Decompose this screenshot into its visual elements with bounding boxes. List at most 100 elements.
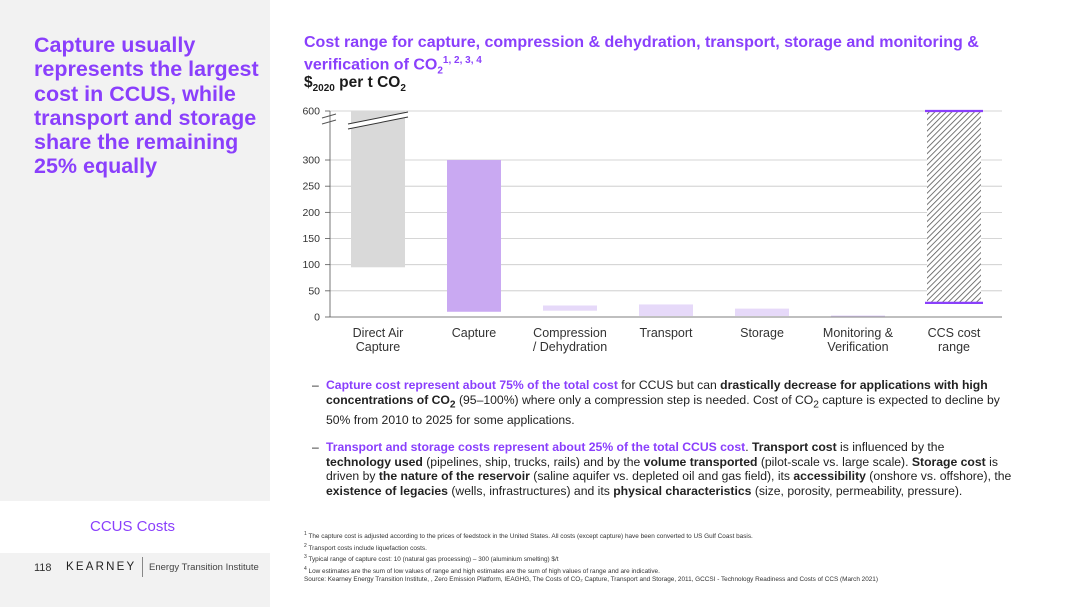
bullet-text-segment: Storage cost — [911, 454, 986, 469]
bullet-text-segment: accessibility — [793, 469, 866, 484]
bar-break-gap — [348, 112, 408, 129]
bullet-text-segment: (pipelines, ship, trucks, rails) and by … — [422, 454, 644, 469]
footnote-3: 3 Typical range of capture cost: 10 (nat… — [304, 553, 1064, 565]
bullet-dash: – — [312, 440, 319, 455]
x-category-label-capture: Capture — [452, 326, 497, 340]
bar-break-line-lower — [347, 116, 409, 130]
bullet-list: – Capture cost represent about 75% of the… — [312, 378, 1012, 512]
x-category-label-direct-air-capture: Direct Air Capture — [353, 326, 404, 354]
footnote-number: 4 — [304, 565, 307, 572]
bullet-item: – Transport and storage costs represent a… — [312, 440, 1012, 498]
bar-capture — [447, 160, 501, 312]
bullet-text-segment: (size, porosity, permeability, pressure)… — [751, 484, 963, 498]
bullet-text-segment: Transport and storage costs represent ab… — [326, 440, 746, 455]
x-category-label-monitoring-verification: Monitoring & Verification — [823, 326, 894, 354]
y-tick-label-250: 250 — [302, 181, 320, 193]
x-category-label-ccs-cost-range: CCS cost range — [928, 326, 981, 354]
chart-title-footnote-refs: 1, 2, 3, 4 — [442, 55, 482, 66]
footnote-1: 1 The capture cost is adjusted according… — [304, 530, 1064, 542]
x-category-label-transport: Transport — [639, 326, 693, 340]
chart-title-sub: 2 — [437, 65, 443, 77]
x-category-label-line: Verification — [827, 340, 888, 354]
bullet-text-segment: 2 — [813, 399, 819, 411]
bullet-text-segment: existence of legacies — [326, 484, 448, 498]
x-category-label-line: Capture — [452, 326, 497, 340]
bullet-text-segment: capture is expected to decline by 50% fr… — [326, 392, 1000, 427]
y-tick-label-300: 300 — [302, 155, 320, 167]
chart-title: Cost range for capture, compression & de… — [304, 34, 1064, 81]
bullet-text-segment: for CCUS but can — [617, 378, 721, 392]
footnote-text: Transport costs include liquefaction cos… — [306, 544, 427, 552]
section-label[interactable]: CCUS Costs — [90, 518, 176, 535]
bullet-dash: – — [312, 378, 319, 392]
unit-suffix: per t CO — [334, 74, 401, 91]
chart-title-text: Cost range for capture, compression & de… — [304, 34, 979, 74]
bar-transport — [639, 304, 693, 316]
y-tick-label-600: 600 — [302, 106, 320, 118]
footnote-2: 2 Transport costs include liquefaction c… — [304, 542, 1064, 554]
x-category-label-line: Storage — [740, 326, 784, 340]
bullet-text-segment: is influenced by the — [836, 440, 945, 455]
x-category-label-line: CCS cost — [928, 326, 981, 340]
footnote-4: 4 Low estimates are the sum of low value… — [304, 565, 1064, 577]
y-tick-label-0: 0 — [314, 312, 320, 324]
y-tick-label-100: 100 — [302, 259, 320, 271]
y-tick-label-150: 150 — [302, 233, 320, 245]
slide-headline: Capture usually represents the largest c… — [34, 33, 259, 179]
x-category-label-line: Direct Air — [353, 326, 404, 340]
x-category-label-line: Capture — [356, 340, 401, 354]
bullet-text-segment: Capture cost represent about 75% of the … — [326, 378, 618, 392]
source-note: Source: Kearney Energy Transition Instit… — [304, 576, 1064, 584]
bar-direct-air-capture — [351, 111, 405, 268]
bullet-text-segment: (95–100%) where only a compression step … — [455, 392, 814, 407]
footnote-number: 3 — [304, 554, 307, 561]
footnote-number: 1 — [304, 531, 307, 537]
bullet-text-segment: (onshore vs. offshore), the — [865, 469, 1012, 484]
bullet-text-segment: (wells, infrastructures) and its — [447, 484, 614, 498]
chart-unit: $2020 per t CO2 — [304, 74, 406, 94]
bullet-text-segment: 2 — [449, 399, 456, 411]
page-number: 118 — [34, 562, 52, 574]
section-box — [0, 501, 270, 553]
bullet-text-segment: technology used — [326, 454, 423, 469]
kearney-logo: KEARNEY — [66, 561, 137, 573]
footnote-text: Source: Kearney Energy Transition Instit… — [304, 576, 878, 584]
axes — [321, 110, 1002, 318]
bar-ccs-cost-range — [927, 111, 981, 303]
logo-divider — [142, 557, 143, 577]
x-category-label-storage: Storage — [740, 326, 784, 340]
unit-co2-sub: 2 — [400, 83, 406, 95]
footnote-number: 2 — [304, 542, 307, 549]
bar-monitoring-verification — [831, 315, 885, 317]
footnote-text: Low estimates are the sum of low values … — [306, 567, 660, 575]
x-category-label-line: range — [938, 340, 970, 354]
x-category-label-line: Compression — [533, 326, 607, 340]
bullet-text-segment: is driven by — [326, 454, 998, 484]
grid-lines — [330, 110, 1002, 292]
y-axis-break-mark — [321, 113, 337, 119]
y-axis-break-mark — [321, 119, 337, 125]
bullet-text-segment: (saline aquifer vs. depleted oil and gas… — [529, 469, 794, 484]
x-category-label-line: / Dehydration — [533, 340, 607, 354]
bullet-text-segment: . — [745, 440, 752, 455]
footnote-text: Typical range of capture cost: 10 (natur… — [306, 556, 559, 564]
bar-compression-dehydration — [543, 305, 597, 311]
bullet-text-segment: Transport cost — [751, 440, 837, 455]
unit-year: 2020 — [312, 83, 335, 95]
bar-storage — [735, 308, 789, 316]
footnotes: 1 The capture cost is adjusted according… — [304, 530, 1064, 585]
bars — [351, 109, 983, 317]
x-category-label-compression-dehydration: Compression / Dehydration — [533, 326, 607, 354]
logo-subtitle: Energy Transition Institute — [149, 562, 259, 573]
bullet-text-segment: (pilot-scale vs. large scale). — [757, 454, 912, 469]
bullet-text-segment: the nature of the reservoir — [378, 469, 530, 484]
bullet-text-segment: physical characteristics — [613, 484, 752, 498]
bullet-text-segment: drastically decrease for applications wi… — [326, 378, 988, 407]
bar-break-line-upper — [347, 111, 409, 125]
y-tick-label-200: 200 — [302, 207, 320, 219]
footnote-text: The capture cost is adjusted according t… — [306, 533, 753, 541]
y-tick-label-50: 50 — [308, 285, 320, 297]
